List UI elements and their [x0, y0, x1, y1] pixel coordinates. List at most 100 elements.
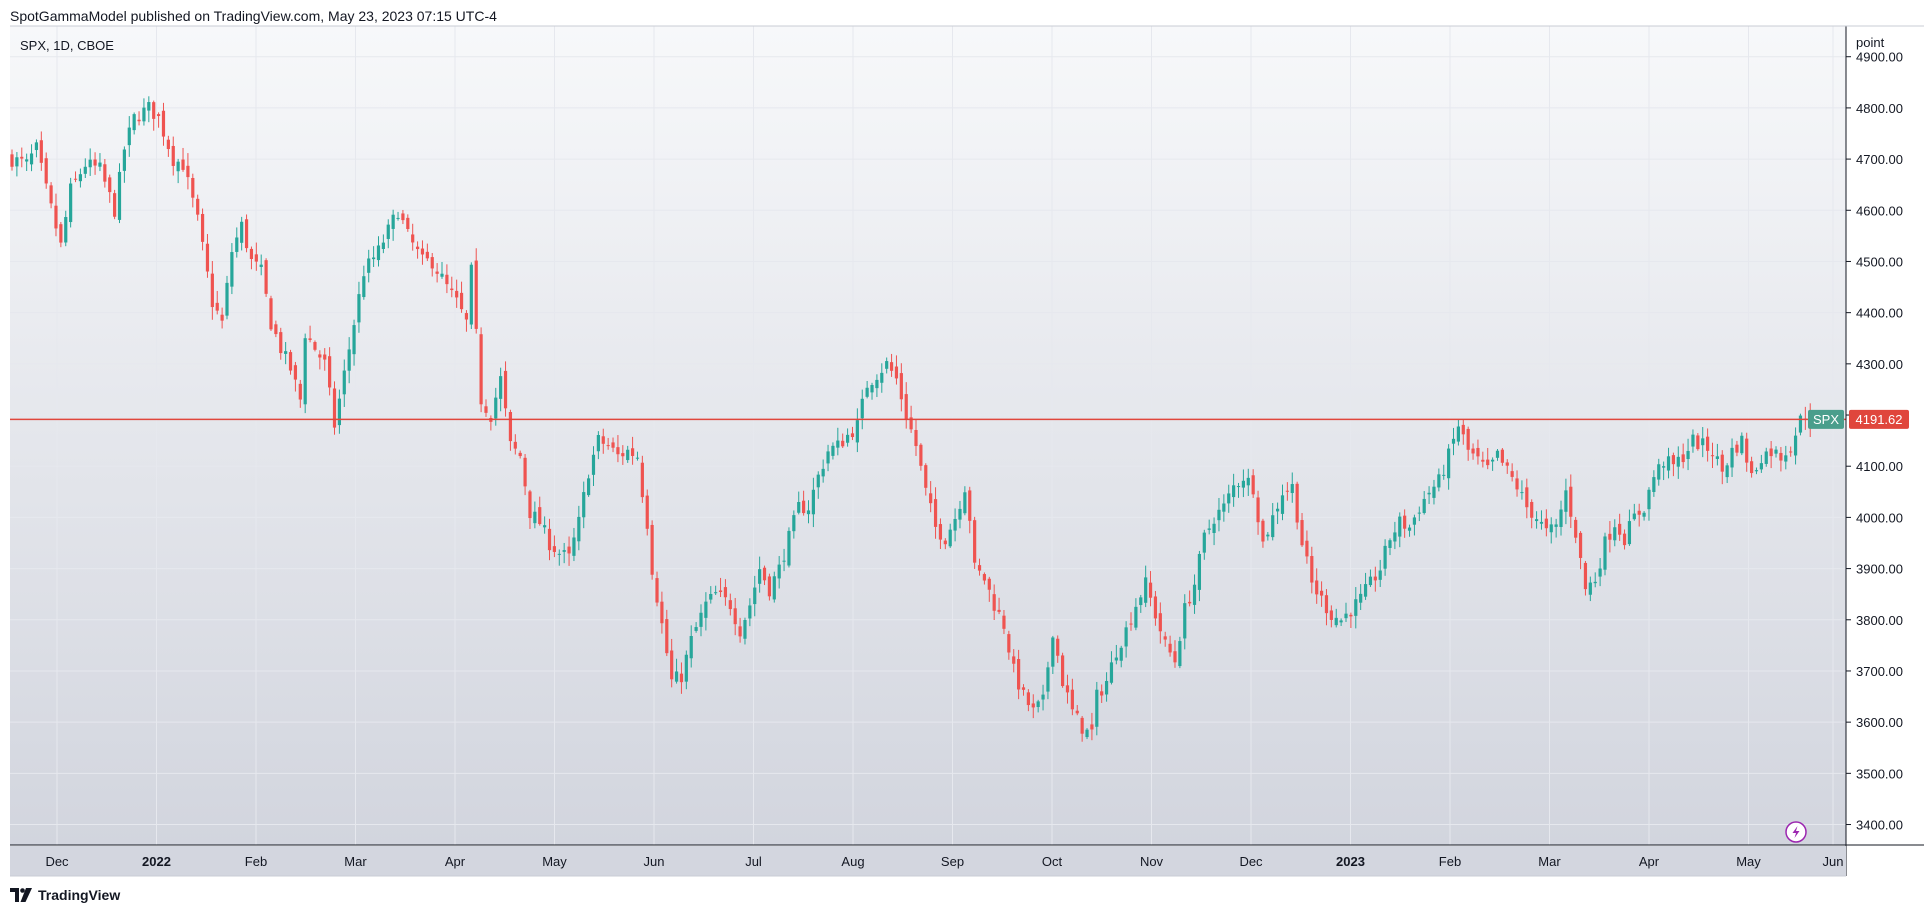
tradingview-brand-text: TradingView	[38, 887, 121, 903]
candle-body	[572, 537, 576, 556]
candle-body	[1486, 459, 1490, 466]
candle-body	[948, 529, 952, 547]
candle-body	[83, 166, 87, 174]
candle-body	[1051, 637, 1055, 667]
candle-body	[709, 593, 713, 600]
x-tick-label: May	[1736, 854, 1761, 869]
candle-body	[797, 502, 801, 513]
x-tick-label: Mar	[344, 854, 367, 869]
candle-body	[977, 565, 982, 571]
bolt-icon[interactable]	[1785, 821, 1807, 843]
candle-body	[1007, 634, 1011, 653]
candle-body	[889, 362, 894, 371]
candle-body	[1407, 527, 1412, 531]
candle-body	[694, 627, 698, 631]
candle-body	[1578, 532, 1583, 558]
candle-body	[870, 384, 874, 393]
candle-body	[88, 159, 92, 168]
candle-body	[1569, 486, 1573, 517]
candle-body	[1310, 556, 1314, 583]
candle-body	[186, 165, 190, 178]
candle-body	[1662, 466, 1666, 468]
x-tick-label: Apr	[445, 854, 466, 869]
candle-body	[909, 417, 913, 430]
candle-body	[1305, 540, 1309, 557]
candle-body	[425, 251, 429, 259]
x-tick-label: Nov	[1140, 854, 1164, 869]
candle-body	[1471, 448, 1475, 454]
candle-body	[1637, 510, 1641, 515]
candle-body	[1329, 610, 1333, 620]
candle-body	[318, 354, 322, 358]
x-tick-label: Dec	[45, 854, 69, 869]
candle-body	[738, 626, 742, 637]
candle-body	[753, 587, 757, 605]
candle-body	[147, 102, 151, 111]
candle-body	[1319, 590, 1324, 596]
candle-body	[1246, 477, 1250, 486]
candle-body	[596, 435, 600, 452]
candle-body	[1398, 516, 1402, 537]
candle-body	[1300, 520, 1304, 546]
candle-body	[1368, 576, 1373, 586]
candle-body	[313, 342, 317, 350]
price-tag-value-text: 4191.62	[1856, 412, 1903, 427]
candle-body	[59, 224, 63, 243]
candle-body	[347, 349, 351, 371]
candle-body	[1740, 435, 1744, 454]
candle-body	[660, 601, 664, 624]
candle-body	[562, 550, 566, 552]
candle-body	[992, 594, 996, 611]
candle-body	[1192, 584, 1197, 605]
candle-body	[142, 107, 146, 122]
candle-body	[1657, 464, 1661, 480]
candle-body	[1491, 459, 1495, 462]
candle-body	[459, 292, 464, 310]
candle-body	[200, 213, 205, 242]
candle-body	[943, 540, 947, 545]
candle-body	[1363, 584, 1368, 597]
candle-body	[904, 394, 908, 420]
candle-body	[1427, 492, 1431, 495]
candle-body	[372, 257, 376, 260]
candle-body	[323, 354, 327, 360]
candle-body	[1442, 474, 1446, 476]
candle-body	[792, 515, 796, 532]
candle-body	[166, 139, 170, 150]
candle-body	[1090, 724, 1094, 730]
candle-body	[968, 490, 972, 521]
candle-body	[1725, 465, 1729, 478]
tradingview-branding[interactable]: TradingView	[10, 884, 120, 906]
candle-body	[376, 245, 381, 261]
candle-body	[841, 440, 845, 447]
candle-body	[122, 149, 126, 171]
candle-body	[117, 171, 122, 220]
candle-body	[1666, 456, 1671, 471]
candle-body	[1451, 438, 1456, 444]
candle-body	[1241, 480, 1245, 488]
candle-body	[39, 140, 43, 163]
candle-body	[973, 520, 977, 563]
candle-body	[156, 114, 161, 117]
candle-body	[1676, 456, 1680, 467]
candle-body	[401, 213, 405, 221]
candle-body	[176, 161, 180, 172]
candle-body	[919, 444, 923, 466]
candle-body	[1139, 597, 1143, 606]
candle-body	[762, 567, 767, 581]
candle-body	[1290, 484, 1294, 494]
candle-body	[240, 221, 244, 243]
candle-body	[1715, 456, 1719, 459]
y-tick-label: 4400.00	[1856, 306, 1903, 321]
candle-body	[1153, 596, 1158, 619]
candle-body	[1632, 513, 1636, 520]
candle-body	[875, 379, 879, 389]
candle-body	[132, 114, 136, 131]
candle-body	[782, 560, 786, 562]
candle-body	[1339, 620, 1343, 623]
candle-body	[362, 276, 366, 298]
candle-body	[1598, 568, 1602, 577]
candle-body	[235, 237, 239, 252]
